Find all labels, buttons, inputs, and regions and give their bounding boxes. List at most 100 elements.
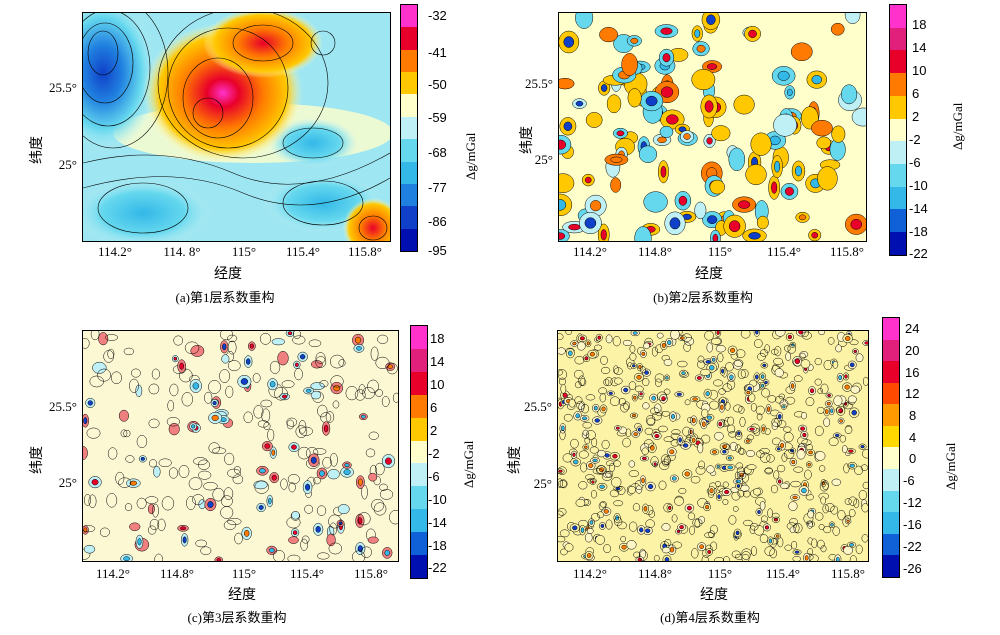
contour-core-d	[844, 384, 850, 390]
contour-cell-d	[643, 439, 654, 448]
panel-c-colorbar-band	[411, 394, 427, 418]
contour-cell-d	[576, 400, 586, 410]
contour-core-b	[706, 14, 716, 25]
contour-core-d	[807, 462, 811, 467]
contour-cell-d	[722, 498, 729, 506]
contour-core-d	[572, 341, 577, 346]
contour-cell-d	[761, 388, 770, 398]
contour-core-c	[83, 527, 88, 533]
contour-cell-d	[671, 429, 681, 436]
panel-d-cb-label-4: 12	[905, 386, 920, 401]
contour-cell-c	[99, 527, 110, 537]
panel-c-colorbar-band	[411, 371, 427, 395]
contour-core-c	[87, 400, 93, 406]
contour-cell-d	[706, 342, 713, 353]
panel-b-colorbar-band	[890, 232, 906, 255]
contour-cell-c	[298, 420, 307, 434]
contour-core-d	[729, 374, 734, 380]
contour-core-c	[292, 530, 298, 535]
contour-cell-d	[771, 417, 782, 427]
contour-cell-c	[149, 459, 158, 468]
contour-core-b	[771, 181, 778, 194]
contour-cell-c	[195, 539, 207, 548]
panel-c-cb-label-10: -18	[428, 538, 447, 553]
contour-cell-d	[629, 352, 637, 361]
contour-cell-c	[281, 380, 295, 388]
contour-core-c	[354, 336, 362, 344]
panel-b-colorbar-band	[890, 118, 906, 142]
contour-cell-d	[769, 548, 778, 559]
contour-cell-d	[741, 553, 750, 561]
contour-cell-d	[603, 378, 610, 386]
panel-d-cb-label-2: 20	[905, 343, 920, 358]
panel-a-colorbar-band	[401, 94, 417, 117]
contour-cell-b	[694, 201, 707, 220]
contour-cell-c	[310, 390, 322, 400]
contour-core-c	[191, 424, 196, 429]
contour-core-c	[91, 479, 99, 486]
panel-c-ylabel: 纬度	[29, 446, 45, 474]
contour-cell-c	[288, 536, 299, 544]
contour-cell-c	[254, 480, 269, 494]
contour-core-c	[83, 417, 88, 425]
contour-cell-d	[755, 405, 765, 416]
contour-cell-d	[823, 526, 832, 534]
contour-cell-d	[623, 401, 631, 411]
contour-cell-d	[651, 346, 658, 357]
contour-core-c	[243, 529, 250, 537]
contour-cell-d	[767, 508, 773, 519]
contour-cell-c	[375, 356, 390, 370]
contour-cell-c	[136, 435, 148, 449]
contour-cell-d	[783, 449, 795, 459]
contour-core-d	[794, 550, 800, 554]
contour-core-d	[712, 450, 717, 454]
contour-cell-c	[381, 396, 390, 407]
panel-d-cb-label-12: -26	[903, 561, 922, 576]
panel-c-cb-label-9: -14	[428, 515, 447, 530]
panel-d-cb-label-3: 16	[905, 365, 920, 380]
panel-c-cb-label-7: -6	[428, 469, 440, 484]
contour-cell-c	[260, 399, 273, 408]
contour-cell-d	[558, 507, 567, 516]
panel-b-xtick-3: 115°	[707, 244, 733, 259]
contour-core-b	[666, 114, 679, 125]
contour-cell-c	[352, 550, 366, 561]
contour-cell-c	[271, 338, 285, 346]
contour-cell-d	[558, 510, 564, 518]
contour-cell-d	[709, 524, 718, 535]
contour-cell-d	[773, 357, 783, 365]
contour-cell-d	[724, 401, 731, 411]
contour-core-c	[310, 456, 317, 464]
contour-core-d	[643, 506, 648, 512]
contour-cell-d	[754, 338, 763, 348]
contour-cell-b	[575, 13, 594, 29]
contour-core-d	[780, 442, 785, 449]
contour-core-b	[575, 100, 584, 107]
contour-cell-d	[591, 489, 597, 499]
contour-core-d	[721, 368, 725, 374]
panel-c-cb-label-2: 14	[430, 354, 445, 369]
contour-cell-d	[764, 467, 773, 474]
contour-core-d	[608, 391, 613, 395]
contour-cell-c	[125, 455, 135, 463]
contour-core-c	[264, 443, 271, 449]
contour-cell-b	[830, 22, 845, 36]
contour-cell-b	[638, 145, 658, 163]
contour-cell-b	[844, 13, 861, 24]
contour-cell-d	[704, 532, 715, 538]
contour-core-c	[268, 497, 272, 505]
contour-cell-c	[315, 356, 327, 368]
contour-cell-d	[598, 387, 607, 395]
panel-c-xtick-4: 115.4°	[290, 566, 324, 581]
contour-core-b	[568, 223, 581, 231]
contour-cell-d	[814, 378, 822, 386]
contour-cell-c	[169, 383, 179, 397]
contour-cell-d	[862, 449, 868, 459]
contour-cell-c	[316, 505, 327, 516]
contour-cell-c	[316, 552, 330, 560]
contour-cell-c	[227, 360, 241, 372]
panel-b-colorbar-band	[890, 209, 906, 233]
contour-cell-d	[835, 344, 842, 353]
contour-cell-d	[770, 484, 778, 494]
panel-c-cb-label-11: -22	[428, 560, 447, 575]
